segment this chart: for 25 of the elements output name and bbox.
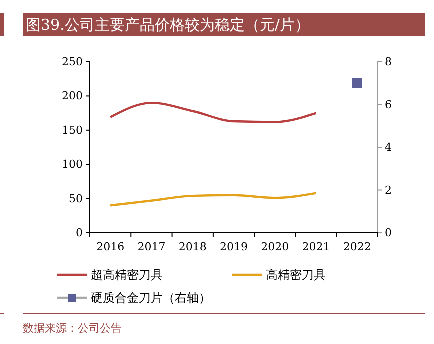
y-tick-label: 200 bbox=[62, 90, 83, 103]
x-tick-label: 2020 bbox=[261, 240, 290, 254]
y2-tick-label: 6 bbox=[385, 98, 392, 112]
line-series bbox=[109, 192, 318, 207]
y2-tick-label: 8 bbox=[385, 56, 392, 69]
x-tick-label: 2017 bbox=[138, 240, 166, 254]
line-series bbox=[109, 102, 318, 124]
y-tick-label: 150 bbox=[62, 124, 83, 137]
legend-label: 高精密刀具 bbox=[266, 268, 326, 282]
chart-title: 图39.公司主要产品价格较为稳定（元/片） bbox=[26, 16, 310, 34]
y-tick-label: 0 bbox=[76, 226, 83, 240]
y2-tick-label: 0 bbox=[385, 226, 392, 240]
x-tick-label: 2021 bbox=[302, 240, 330, 254]
y-tick-label: 100 bbox=[62, 158, 83, 172]
y-tick-label: 250 bbox=[62, 56, 83, 69]
y2-tick-label: 2 bbox=[385, 184, 392, 197]
legend-label: 超高精密刀具 bbox=[91, 268, 163, 282]
y-tick-label: 50 bbox=[69, 192, 83, 206]
x-tick-label: 2018 bbox=[178, 240, 207, 254]
y2-tick-label: 4 bbox=[385, 141, 392, 154]
source-note: 数据来源：公司公告 bbox=[23, 322, 122, 335]
x-tick-label: 2019 bbox=[220, 240, 248, 254]
x-tick-label: 2022 bbox=[343, 240, 372, 254]
legend-label: 硬质合金刀片（右轴） bbox=[91, 291, 211, 305]
x-tick-label: 2016 bbox=[96, 240, 125, 254]
